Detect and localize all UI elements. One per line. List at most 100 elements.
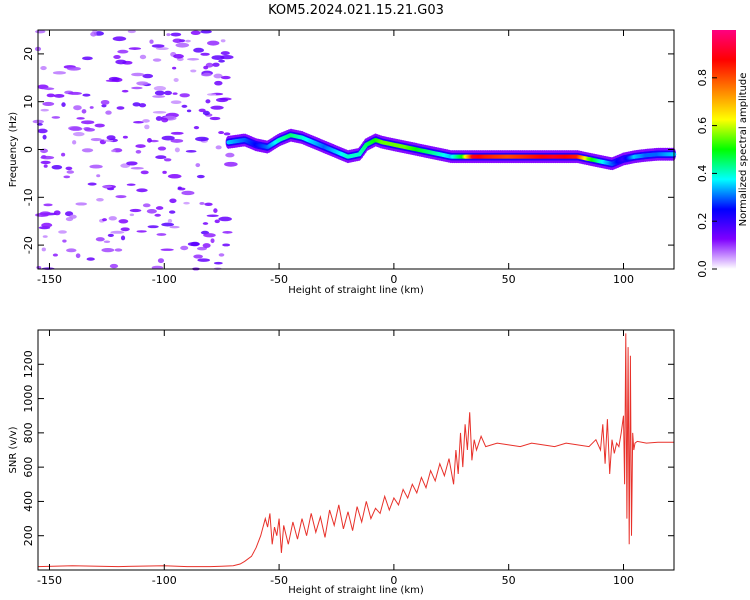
noise-speckle [156, 233, 167, 236]
noise-speckle [220, 54, 234, 60]
noise-speckle [214, 80, 223, 86]
noise-speckle [129, 208, 142, 213]
noise-speckle [183, 201, 190, 205]
noise-speckle [170, 100, 182, 104]
spectrogram-y-tick-label: 0 [22, 146, 35, 153]
noise-speckle [42, 235, 48, 238]
noise-speckle [131, 72, 145, 77]
noise-speckle [138, 103, 147, 108]
noise-speckle [163, 158, 172, 162]
noise-speckle [193, 47, 204, 53]
noise-speckle [195, 163, 201, 168]
spectrogram-x-axis: -150 -100 -50 0 50 100 [37, 30, 634, 286]
snr-y-tick-label: 600 [22, 457, 35, 478]
noise-speckle [172, 92, 178, 95]
snr-x-tick-label: -100 [152, 574, 177, 587]
snr-frame [37, 329, 675, 571]
noise-speckle [133, 120, 144, 124]
colorbar-tick-label: 0.4 [696, 165, 709, 183]
noise-speckle [89, 164, 103, 169]
noise-speckle [40, 160, 51, 165]
noise-speckle [107, 233, 114, 238]
noise-speckle [202, 243, 211, 248]
noise-speckle [151, 44, 165, 48]
noise-speckle [63, 175, 71, 179]
noise-speckle [220, 39, 226, 43]
noise-speckle [58, 230, 67, 234]
snr-y-label: SNR (v/v) [8, 426, 19, 473]
noise-speckle [181, 190, 195, 196]
snr-x-tick-label: 50 [502, 574, 516, 587]
noise-speckle [169, 225, 180, 229]
snr-x-tick-label: -150 [37, 574, 62, 587]
spectrogram-y-tick-label: -20 [22, 236, 35, 254]
noise-speckle [101, 104, 107, 108]
noise-speckle [185, 39, 191, 43]
noise-speckle [42, 134, 47, 140]
noise-speckle [172, 66, 177, 70]
noise-speckle [105, 110, 112, 115]
noise-speckle [144, 124, 150, 130]
noise-speckle [114, 248, 123, 252]
noise-speckle [190, 241, 200, 247]
noise-speckle [200, 52, 210, 56]
noise-speckle [152, 95, 166, 98]
noise-speckle [42, 101, 55, 106]
noise-speckle [157, 146, 167, 151]
noise-speckle [155, 116, 163, 121]
noise-speckle [203, 65, 209, 70]
noise-speckle [43, 203, 53, 207]
noise-speckle [215, 145, 222, 150]
noise-speckle [193, 254, 203, 259]
noise-speckle [170, 138, 184, 143]
spectrogram-x-tick-label: -150 [37, 273, 62, 286]
noise-speckle [155, 206, 164, 210]
spectrogram-y-label: Frequency (Hz) [8, 112, 19, 188]
noise-speckle [172, 38, 183, 43]
noise-speckle [101, 185, 113, 188]
noise-speckle [152, 111, 167, 114]
colorbar-label: Normalized spectral amplitude [738, 73, 749, 227]
noise-speckle [117, 49, 129, 54]
noise-speckle [173, 54, 184, 59]
noise-speckle [129, 213, 135, 217]
noise-speckle [115, 195, 127, 199]
snr-series-line [37, 333, 674, 568]
noise-speckle [61, 152, 66, 157]
spectrogram-y-tick-label: 10 [22, 95, 35, 109]
noise-speckle [170, 131, 184, 135]
noise-speckle [155, 47, 169, 51]
snr-x-tick-label: -50 [270, 574, 288, 587]
noise-speckle [80, 120, 95, 125]
noise-speckle [65, 166, 73, 171]
noise-speckle [52, 71, 66, 75]
noise-speckle [224, 161, 238, 167]
noise-speckle [196, 174, 205, 179]
snr-y-tick-label: 1000 [22, 385, 35, 413]
noise-speckle [173, 78, 179, 83]
noise-speckle [181, 104, 188, 108]
noise-speckle [187, 57, 200, 61]
noise-speckle [220, 51, 230, 56]
noise-speckle [75, 202, 88, 206]
noise-speckle [210, 105, 224, 110]
colorbar-gradient [712, 30, 736, 269]
spectrogram-x-tick-label: -100 [152, 273, 177, 286]
noise-speckle [81, 148, 94, 153]
noise-speckle [220, 75, 231, 80]
noise-speckle [142, 203, 151, 208]
noise-speckle [153, 86, 167, 91]
colorbar-tick-label: 0.8 [696, 69, 709, 87]
noise-speckle [154, 213, 161, 217]
noise-speckle [127, 29, 136, 34]
noise-speckle [69, 214, 77, 219]
noise-speckle [206, 214, 219, 218]
noise-speckle [198, 108, 206, 113]
noise-speckle [72, 131, 85, 137]
noise-speckle [218, 131, 225, 135]
figure-title: KOM5.2024.021.15.21.G03 [268, 3, 444, 18]
noise-speckle [111, 149, 116, 153]
noise-speckle [62, 239, 67, 243]
noise-speckle [108, 216, 117, 221]
